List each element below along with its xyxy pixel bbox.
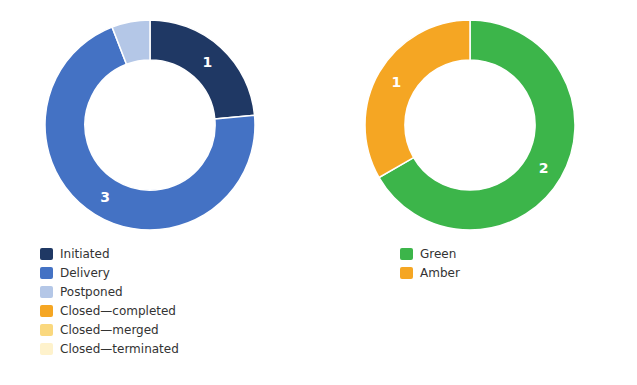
data-label: 3 — [100, 189, 110, 205]
legend-swatch — [40, 305, 53, 317]
legend: Green Amber — [400, 247, 460, 280]
slice — [112, 20, 150, 64]
donut — [45, 20, 255, 230]
legend-swatch — [400, 248, 413, 260]
chart-canvas: 1 3 Initiated Delivery Postponed Closed—compl… — [0, 0, 637, 385]
legend-label: Amber — [420, 266, 460, 280]
legend-swatch — [40, 286, 53, 298]
legend-label: Initiated — [60, 247, 110, 261]
data-label: 2 — [539, 160, 549, 176]
legend-label: Delivery — [60, 266, 110, 280]
slice — [365, 20, 470, 178]
legend-swatch — [40, 267, 53, 279]
legend-label: Green — [420, 247, 456, 261]
legend-swatch — [40, 324, 53, 336]
slice — [150, 20, 255, 119]
legend-swatch — [40, 343, 53, 355]
legend-label: Closed—completed — [60, 304, 176, 318]
legend-swatch — [40, 248, 53, 260]
donut — [365, 20, 575, 230]
legend-swatch — [400, 267, 413, 279]
legend-label: Postponed — [60, 285, 123, 299]
data-label: 1 — [202, 54, 212, 70]
legend: Initiated Delivery Postponed Closed—complet… — [40, 247, 179, 356]
data-label: 1 — [391, 74, 401, 90]
legend-label: Closed—terminated — [60, 342, 179, 356]
legend-label: Closed—merged — [60, 323, 159, 337]
